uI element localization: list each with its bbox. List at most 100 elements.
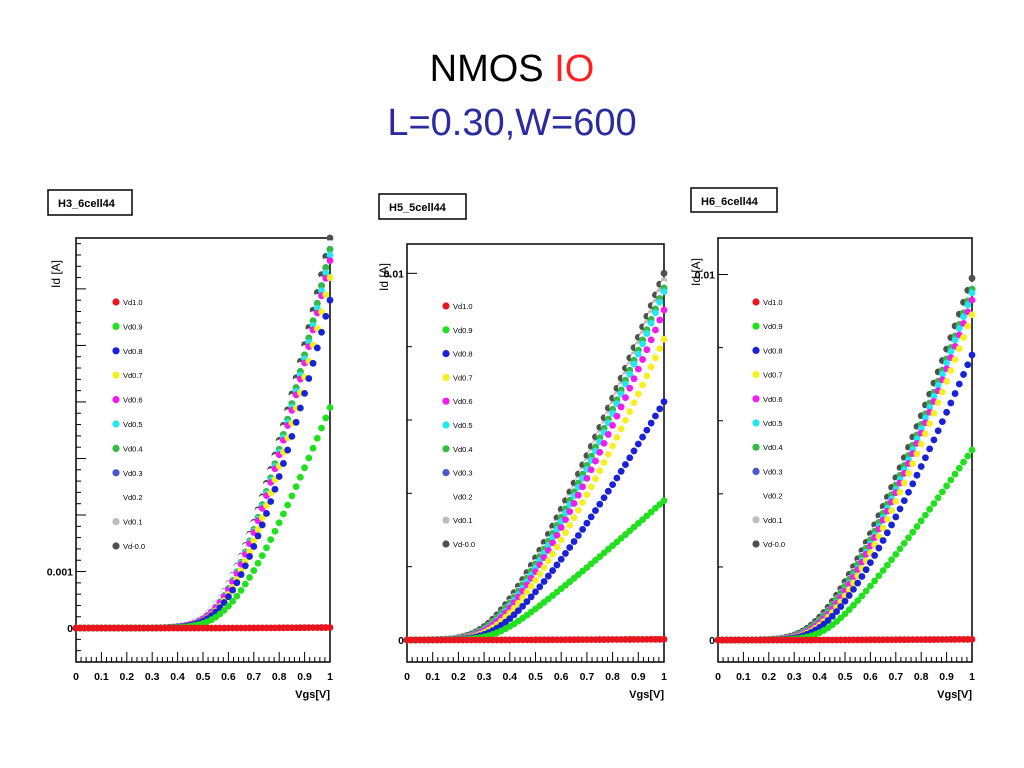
chart-label-box: H5_5cell44 <box>378 193 467 220</box>
data-point <box>263 502 270 509</box>
data-point <box>630 375 638 383</box>
data-point <box>900 539 908 547</box>
data-point <box>313 299 321 307</box>
legend: Vd1.0 Vd0.9 Vd0.8 Vd0.7 Vd0.6 Vd0.5 Vd0.4 Vd0.3… <box>752 298 785 549</box>
legend-marker <box>112 469 120 477</box>
legend-marker <box>752 443 760 451</box>
data-point <box>318 287 325 295</box>
x-tick-label: 0.5 <box>196 671 211 683</box>
data-point <box>579 525 587 533</box>
data-point <box>246 553 253 560</box>
data-point <box>888 556 895 564</box>
data-point <box>639 340 646 348</box>
data-point <box>301 464 308 472</box>
data-point <box>652 309 659 317</box>
data-point <box>968 289 976 297</box>
data-point <box>913 471 921 479</box>
data-point <box>326 234 334 242</box>
data-point <box>583 491 591 499</box>
x-tick-label: 0.4 <box>812 671 827 683</box>
data-point <box>280 460 287 467</box>
chart-label: H6_6cell44 <box>701 196 759 208</box>
x-tick-label: 0.9 <box>939 671 954 683</box>
data-point <box>643 426 651 434</box>
data-point <box>613 412 621 420</box>
data-point <box>523 588 531 596</box>
data-point <box>609 421 616 429</box>
data-point <box>258 514 266 522</box>
data-point <box>943 482 950 490</box>
data-point <box>892 513 900 521</box>
y-tick-label: 0 <box>398 635 404 647</box>
data-point <box>271 485 279 493</box>
data-point <box>647 336 655 344</box>
x-tick-label: 0 <box>73 671 79 683</box>
data-point <box>318 308 325 316</box>
y-tick-label: 0 <box>709 635 715 647</box>
data-point <box>951 390 959 397</box>
data-point <box>917 517 925 525</box>
data-point <box>656 298 664 306</box>
legend-item: Vd0.7 <box>112 371 143 380</box>
data-point <box>909 460 917 468</box>
legend-item: Vd1.0 <box>112 298 143 307</box>
legend-item: Vd0.6 <box>112 396 143 405</box>
data-point <box>947 476 955 484</box>
chart-label-box: H6_6cell44 <box>690 187 778 213</box>
data-point <box>566 521 574 529</box>
legend-item: Vd0.9 <box>112 322 143 331</box>
data-point <box>639 356 646 363</box>
legend-marker <box>112 298 120 306</box>
data-point <box>562 516 569 524</box>
data-point <box>583 519 591 527</box>
data-point <box>326 257 334 265</box>
data-point <box>841 597 849 605</box>
legend-marker <box>752 516 760 524</box>
legend-item: Vd0.3 <box>112 469 143 478</box>
data-point <box>587 466 595 474</box>
x-tick-label: 0.1 <box>736 671 751 683</box>
x-tick-label: 0.7 <box>580 671 595 683</box>
data-point <box>532 588 539 596</box>
data-point <box>604 487 612 495</box>
data-point <box>600 440 608 447</box>
legend-marker <box>112 518 120 526</box>
data-point <box>271 527 279 535</box>
data-point <box>634 390 642 398</box>
data-point <box>643 372 651 380</box>
data-point <box>968 311 976 319</box>
data-point <box>930 436 938 444</box>
data-point <box>626 454 634 462</box>
legend-marker <box>752 540 760 548</box>
legend-marker <box>112 322 120 330</box>
y-tick-label: 0.01 <box>695 270 716 282</box>
data-point <box>960 458 967 466</box>
data-point <box>583 474 591 482</box>
y-tick-label: 0 <box>67 623 73 635</box>
legend-item: Vd0.9 <box>752 322 783 331</box>
data-point <box>892 550 900 558</box>
data-point <box>854 579 862 587</box>
data-point <box>926 420 934 427</box>
legend-label: Vd0.5 <box>763 419 783 428</box>
data-point <box>875 572 883 580</box>
data-point <box>934 427 942 435</box>
data-point <box>527 582 535 590</box>
x-tick-label: 1 <box>969 671 975 683</box>
x-tick-label: 1 <box>327 671 333 683</box>
data-point <box>557 536 565 544</box>
data-point <box>305 375 313 382</box>
data-point <box>237 586 245 594</box>
data-point <box>600 494 608 502</box>
data-point <box>883 529 891 537</box>
data-point <box>233 592 241 600</box>
legend-item: Vd0.5 <box>112 420 143 429</box>
y-tick-label: 0.001 <box>47 567 73 579</box>
y-tick-label: 0.01 <box>384 268 405 280</box>
chart-label-box: H3_6cell44 <box>47 189 133 216</box>
data-point <box>867 559 874 567</box>
legend-label: Vd0.9 <box>763 322 783 331</box>
data-point <box>660 269 668 277</box>
